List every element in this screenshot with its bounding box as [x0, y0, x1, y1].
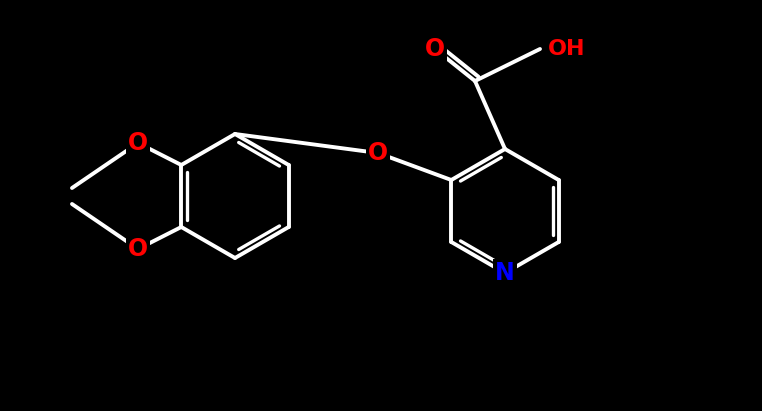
Text: N: N: [495, 261, 515, 285]
Text: O: O: [368, 141, 388, 165]
Text: O: O: [425, 37, 445, 61]
Text: O: O: [128, 131, 148, 155]
Text: O: O: [128, 237, 148, 261]
Text: OH: OH: [548, 39, 585, 59]
